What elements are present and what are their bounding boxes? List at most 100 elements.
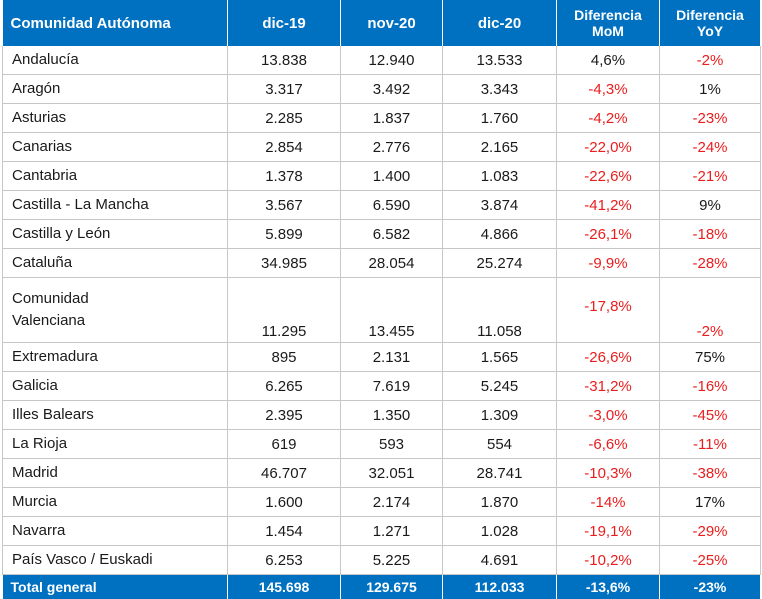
cell-diferencia-mom: -26,1%: [557, 220, 660, 249]
header-dic20: dic-20: [443, 0, 557, 46]
total-mom: -13,6%: [557, 575, 660, 599]
cell-diferencia-mom: -10,3%: [557, 459, 660, 488]
region-name: País Vasco / Euskadi: [3, 546, 228, 575]
cell-dic20: 1.309: [443, 401, 557, 430]
cell-dic19: 3.567: [228, 191, 341, 220]
header-dic19: dic-19: [228, 0, 341, 46]
cell-dic19: 3.317: [228, 75, 341, 104]
cell-dic19: 2.285: [228, 104, 341, 133]
cell-nov20: 28.054: [341, 249, 443, 278]
cell-dic20: 3.343: [443, 75, 557, 104]
cell-dic20: 25.274: [443, 249, 557, 278]
cell-dic19: 2.854: [228, 133, 341, 162]
cell-diferencia-yoy: -21%: [660, 162, 761, 191]
cell-dic19: 11.295: [228, 278, 341, 343]
region-name: Murcia: [3, 488, 228, 517]
cell-nov20: 13.455: [341, 278, 443, 343]
header-diferencia-yoy: Diferencia YoY: [660, 0, 761, 46]
region-name: Andalucía: [3, 46, 228, 75]
cell-dic19: 46.707: [228, 459, 341, 488]
cell-diferencia-mom: -14%: [557, 488, 660, 517]
cell-dic19: 1.378: [228, 162, 341, 191]
header-diferencia-mom: Diferencia MoM: [557, 0, 660, 46]
cell-dic20: 3.874: [443, 191, 557, 220]
cell-dic20: 11.058: [443, 278, 557, 343]
cell-dic20: 4.691: [443, 546, 557, 575]
cell-dic19: 6.265: [228, 372, 341, 401]
header-nov20: nov-20: [341, 0, 443, 46]
cell-diferencia-yoy: 75%: [660, 343, 761, 372]
cell-diferencia-yoy: -28%: [660, 249, 761, 278]
cell-dic19: 1.454: [228, 517, 341, 546]
cell-dic19: 34.985: [228, 249, 341, 278]
cell-diferencia-mom: -22,0%: [557, 133, 660, 162]
region-name: Madrid: [3, 459, 228, 488]
cell-diferencia-mom: -22,6%: [557, 162, 660, 191]
cell-diferencia-yoy: -2%: [660, 278, 761, 343]
cell-dic19: 1.600: [228, 488, 341, 517]
cell-diferencia-mom: -6,6%: [557, 430, 660, 459]
total-yoy: -23%: [660, 575, 761, 599]
cell-diferencia-mom: -9,9%: [557, 249, 660, 278]
cell-diferencia-yoy: -25%: [660, 546, 761, 575]
cell-diferencia-yoy: 17%: [660, 488, 761, 517]
cell-nov20: 593: [341, 430, 443, 459]
total-dic20: 112.033: [443, 575, 557, 599]
cell-dic19: 13.838: [228, 46, 341, 75]
cell-nov20: 2.131: [341, 343, 443, 372]
region-name: Galicia: [3, 372, 228, 401]
region-name: Cataluña: [3, 249, 228, 278]
cell-diferencia-mom: -31,2%: [557, 372, 660, 401]
cell-dic20: 1.083: [443, 162, 557, 191]
cell-diferencia-yoy: -18%: [660, 220, 761, 249]
cell-diferencia-mom: -3,0%: [557, 401, 660, 430]
cell-nov20: 5.225: [341, 546, 443, 575]
cell-dic19: 619: [228, 430, 341, 459]
cell-dic20: 28.741: [443, 459, 557, 488]
cell-diferencia-yoy: -2%: [660, 46, 761, 75]
total-label: Total general: [3, 575, 228, 599]
cell-diferencia-yoy: -38%: [660, 459, 761, 488]
cell-diferencia-yoy: 9%: [660, 191, 761, 220]
cell-nov20: 6.590: [341, 191, 443, 220]
cell-nov20: 6.582: [341, 220, 443, 249]
total-nov20: 129.675: [341, 575, 443, 599]
region-name: Asturias: [3, 104, 228, 133]
cell-diferencia-mom: -4,3%: [557, 75, 660, 104]
cell-dic20: 2.165: [443, 133, 557, 162]
total-dic19: 145.698: [228, 575, 341, 599]
cell-dic20: 4.866: [443, 220, 557, 249]
cell-diferencia-mom: -41,2%: [557, 191, 660, 220]
cell-nov20: 3.492: [341, 75, 443, 104]
cell-dic20: 1.028: [443, 517, 557, 546]
cell-dic20: 554: [443, 430, 557, 459]
cell-dic20: 1.565: [443, 343, 557, 372]
cell-diferencia-mom: -17,8%: [557, 278, 660, 343]
cell-diferencia-yoy: -23%: [660, 104, 761, 133]
region-name: Comunidad Valenciana: [3, 278, 228, 343]
region-name: Castilla - La Mancha: [3, 191, 228, 220]
region-name: Navarra: [3, 517, 228, 546]
header-comunidad: Comunidad Autónoma: [3, 0, 228, 46]
region-name: Cantabria: [3, 162, 228, 191]
cell-nov20: 32.051: [341, 459, 443, 488]
cell-diferencia-yoy: -45%: [660, 401, 761, 430]
cell-dic19: 5.899: [228, 220, 341, 249]
cell-nov20: 2.776: [341, 133, 443, 162]
